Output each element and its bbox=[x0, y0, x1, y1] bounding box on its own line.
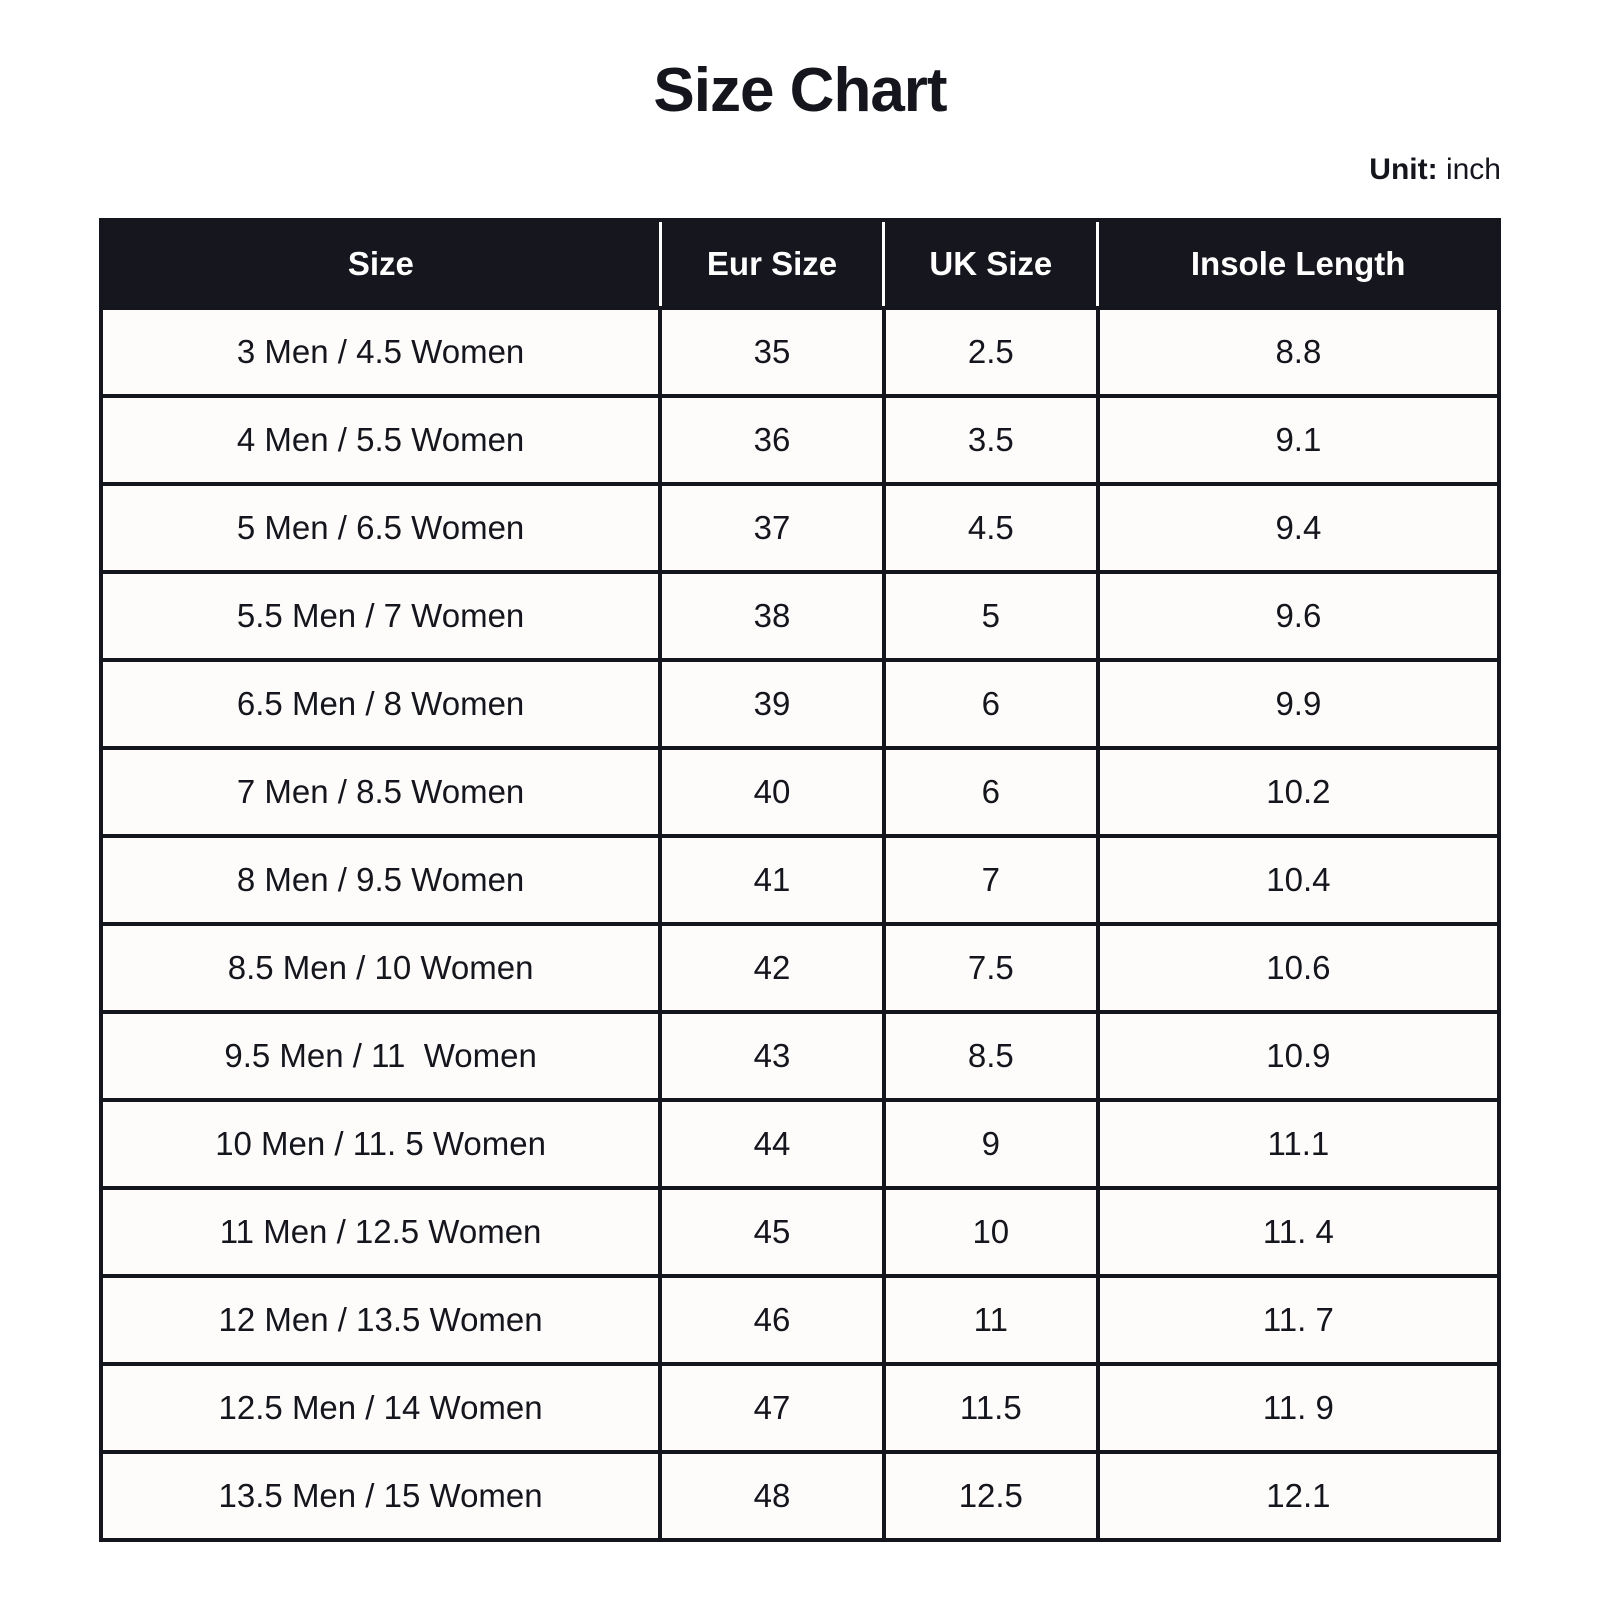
cell-insole-length: 11.1 bbox=[1095, 1098, 1502, 1190]
cell-insole-length: 10.4 bbox=[1095, 834, 1502, 926]
cell-size: 12 Men / 13.5 Women bbox=[98, 1274, 663, 1366]
cell-uk-size: 2.5 bbox=[881, 306, 1100, 398]
unit-value: inch bbox=[1445, 153, 1501, 186]
table-row: 8 Men / 9.5 Women 41 7 10.4 bbox=[98, 834, 1502, 926]
cell-eur-size: 45 bbox=[658, 1186, 886, 1278]
cell-uk-size: 11 bbox=[881, 1274, 1100, 1366]
page-title: Size Chart bbox=[653, 56, 947, 125]
cell-size: 9.5 Men / 11 Women bbox=[98, 1010, 663, 1102]
cell-eur-size: 43 bbox=[658, 1010, 886, 1102]
cell-eur-size: 40 bbox=[658, 746, 886, 838]
unit-note: Unit: inch bbox=[99, 152, 1501, 188]
table-row: 12 Men / 13.5 Women 46 11 11. 7 bbox=[98, 1274, 1502, 1366]
table-row: 4 Men / 5.5 Women 36 3.5 9.1 bbox=[98, 394, 1502, 486]
cell-uk-size: 4.5 bbox=[881, 482, 1100, 574]
cell-uk-size: 7 bbox=[881, 834, 1100, 926]
table-row: 11 Men / 12.5 Women 45 10 11. 4 bbox=[98, 1186, 1502, 1278]
col-header-size: Size bbox=[101, 220, 661, 310]
cell-size: 5.5 Men / 7 Women bbox=[98, 570, 663, 662]
unit-label: Unit: bbox=[1369, 153, 1438, 186]
col-header-eur-size: Eur Size bbox=[658, 220, 884, 310]
cell-uk-size: 6 bbox=[881, 746, 1100, 838]
table-row: 10 Men / 11. 5 Women 44 9 11.1 bbox=[98, 1098, 1502, 1190]
cell-uk-size: 10 bbox=[881, 1186, 1100, 1278]
cell-size: 3 Men / 4.5 Women bbox=[98, 306, 663, 398]
table-row: 5.5 Men / 7 Women 38 5 9.6 bbox=[98, 570, 1502, 662]
cell-insole-length: 11. 7 bbox=[1095, 1274, 1502, 1366]
cell-insole-length: 10.6 bbox=[1095, 922, 1502, 1014]
cell-eur-size: 46 bbox=[658, 1274, 886, 1366]
cell-eur-size: 41 bbox=[658, 834, 886, 926]
table-row: 7 Men / 8.5 Women 40 6 10.2 bbox=[98, 746, 1502, 838]
cell-insole-length: 8.8 bbox=[1095, 306, 1502, 398]
table-row: 5 Men / 6.5 Women 37 4.5 9.4 bbox=[98, 482, 1502, 574]
cell-eur-size: 44 bbox=[658, 1098, 886, 1190]
cell-eur-size: 37 bbox=[658, 482, 886, 574]
cell-insole-length: 11. 4 bbox=[1095, 1186, 1502, 1278]
cell-size: 11 Men / 12.5 Women bbox=[98, 1186, 663, 1278]
content-area: Size Chart Unit: inch Size Eur Size UK S… bbox=[98, 56, 1502, 1542]
cell-uk-size: 7.5 bbox=[881, 922, 1100, 1014]
cell-insole-length: 10.2 bbox=[1095, 746, 1502, 838]
table-row: 13.5 Men / 15 Women 48 12.5 12.1 bbox=[98, 1450, 1502, 1542]
cell-size: 13.5 Men / 15 Women bbox=[98, 1450, 663, 1542]
cell-eur-size: 42 bbox=[658, 922, 886, 1014]
cell-insole-length: 11. 9 bbox=[1095, 1362, 1502, 1454]
size-chart-table: Size Eur Size UK Size Insole Length 3 Me… bbox=[98, 218, 1502, 1542]
col-header-insole-length: Insole Length bbox=[1096, 220, 1499, 310]
cell-eur-size: 39 bbox=[658, 658, 886, 750]
cell-eur-size: 47 bbox=[658, 1362, 886, 1454]
cell-size: 6.5 Men / 8 Women bbox=[98, 658, 663, 750]
cell-uk-size: 5 bbox=[881, 570, 1100, 662]
table-row: 3 Men / 4.5 Women 35 2.5 8.8 bbox=[98, 306, 1502, 398]
cell-size: 5 Men / 6.5 Women bbox=[98, 482, 663, 574]
cell-uk-size: 11.5 bbox=[881, 1362, 1100, 1454]
cell-size: 10 Men / 11. 5 Women bbox=[98, 1098, 663, 1190]
cell-eur-size: 48 bbox=[658, 1450, 886, 1542]
table-row: 8.5 Men / 10 Women 42 7.5 10.6 bbox=[98, 922, 1502, 1014]
cell-eur-size: 38 bbox=[658, 570, 886, 662]
cell-uk-size: 9 bbox=[881, 1098, 1100, 1190]
cell-insole-length: 9.4 bbox=[1095, 482, 1502, 574]
cell-eur-size: 36 bbox=[658, 394, 886, 486]
cell-uk-size: 8.5 bbox=[881, 1010, 1100, 1102]
cell-insole-length: 9.9 bbox=[1095, 658, 1502, 750]
cell-size: 4 Men / 5.5 Women bbox=[98, 394, 663, 486]
cell-insole-length: 12.1 bbox=[1095, 1450, 1502, 1542]
table-row: 12.5 Men / 14 Women 47 11.5 11. 9 bbox=[98, 1362, 1502, 1454]
table-row: 9.5 Men / 11 Women 43 8.5 10.9 bbox=[98, 1010, 1502, 1102]
cell-size: 7 Men / 8.5 Women bbox=[98, 746, 663, 838]
cell-uk-size: 12.5 bbox=[881, 1450, 1100, 1542]
cell-eur-size: 35 bbox=[658, 306, 886, 398]
col-header-uk-size: UK Size bbox=[882, 220, 1098, 310]
cell-insole-length: 10.9 bbox=[1095, 1010, 1502, 1102]
cell-size: 8 Men / 9.5 Women bbox=[98, 834, 663, 926]
header-row: Size Eur Size UK Size Insole Length bbox=[101, 220, 1499, 310]
cell-insole-length: 9.6 bbox=[1095, 570, 1502, 662]
table-row: 6.5 Men / 8 Women 39 6 9.9 bbox=[98, 658, 1502, 750]
cell-uk-size: 3.5 bbox=[881, 394, 1100, 486]
cell-uk-size: 6 bbox=[881, 658, 1100, 750]
cell-size: 12.5 Men / 14 Women bbox=[98, 1362, 663, 1454]
cell-insole-length: 9.1 bbox=[1095, 394, 1502, 486]
cell-size: 8.5 Men / 10 Women bbox=[98, 922, 663, 1014]
